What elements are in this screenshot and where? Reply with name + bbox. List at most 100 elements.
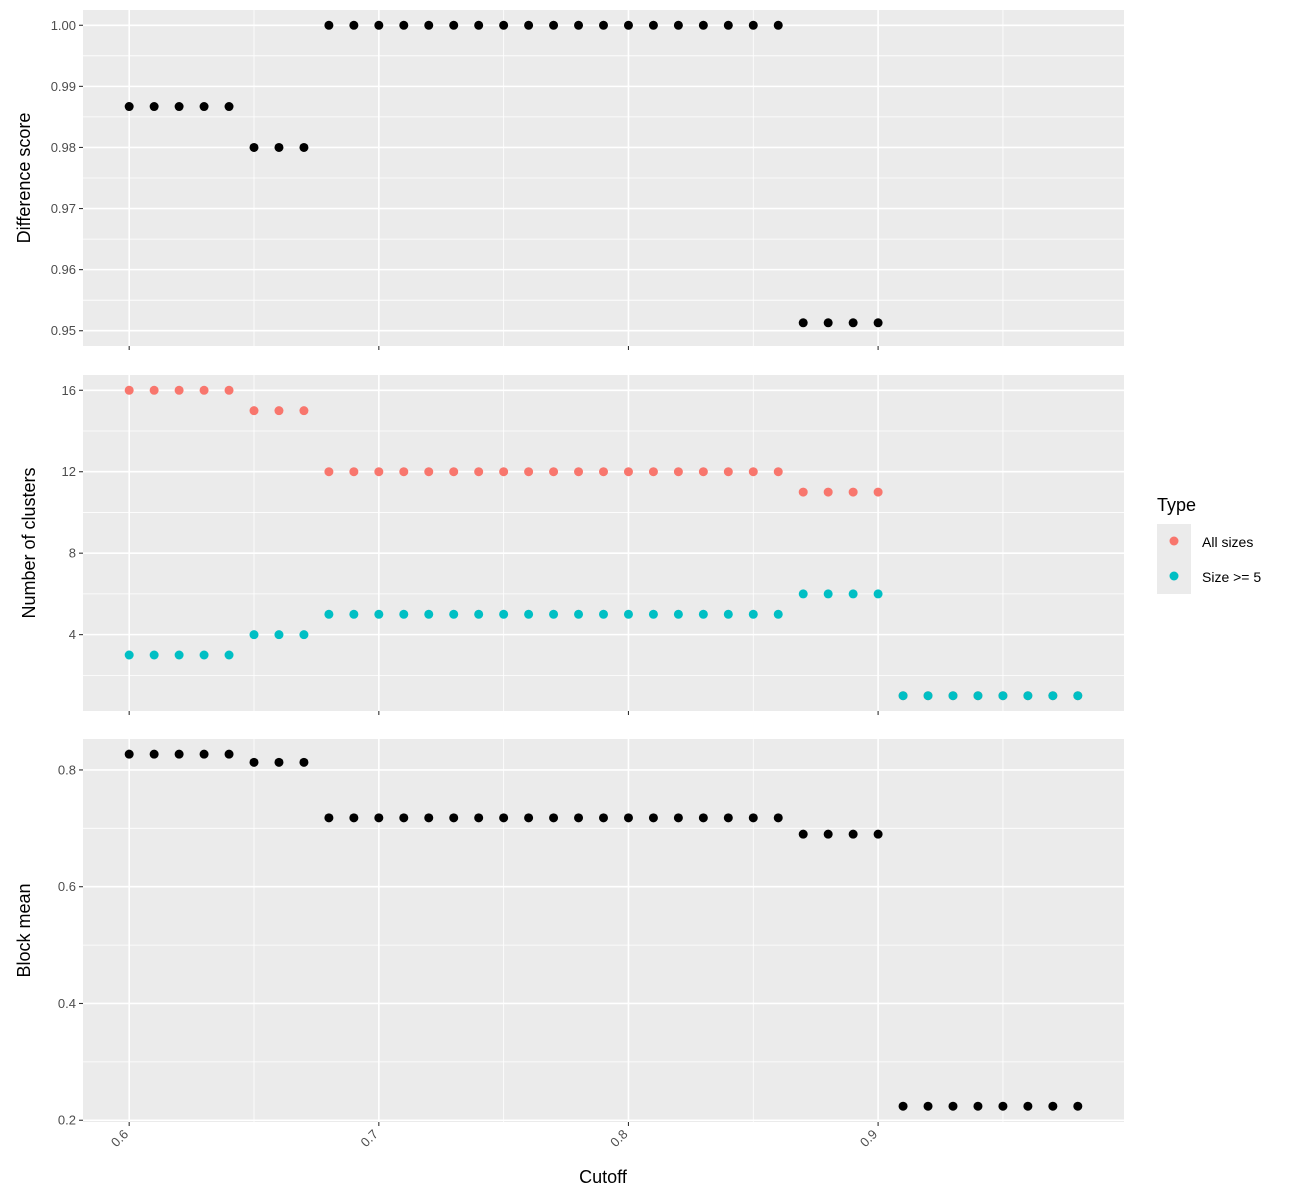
data-point [873, 589, 883, 599]
data-point [499, 467, 509, 477]
x-tick-label: 0.8 [607, 1127, 630, 1150]
legend-title: Type [1157, 495, 1196, 515]
data-point [723, 20, 733, 30]
data-point [149, 385, 159, 395]
data-point [199, 385, 209, 395]
series-number-of-clusters-0 [124, 385, 1083, 701]
data-point [773, 20, 783, 30]
data-point [1048, 691, 1058, 701]
data-point [274, 406, 284, 416]
y-tick-label: 0.2 [58, 1113, 76, 1128]
data-point [998, 691, 1008, 701]
data-point [149, 650, 159, 660]
data-point [524, 609, 534, 619]
data-point [524, 467, 534, 477]
data-point [698, 20, 708, 30]
x-tick-label: 0.9 [857, 1127, 880, 1150]
data-point [648, 609, 658, 619]
data-point [823, 829, 833, 839]
series-difference-score-0 [124, 20, 883, 328]
data-point [399, 20, 409, 30]
data-point [499, 813, 509, 823]
data-point [873, 487, 883, 497]
data-point [698, 609, 708, 619]
data-point [124, 749, 134, 759]
data-point [723, 467, 733, 477]
panel-background [83, 739, 1124, 1122]
data-point [1073, 691, 1083, 701]
data-point [399, 467, 409, 477]
data-point [748, 813, 758, 823]
data-point [199, 749, 209, 759]
data-point [174, 650, 184, 660]
data-point [773, 467, 783, 477]
data-point [199, 102, 209, 112]
data-point [224, 102, 234, 112]
data-point [449, 813, 459, 823]
data-point [673, 813, 683, 823]
data-point [474, 813, 484, 823]
data-point [823, 318, 833, 328]
data-point [174, 102, 184, 112]
data-point [124, 385, 134, 395]
y-tick-label: 0.6 [58, 879, 76, 894]
data-point [1073, 1101, 1083, 1111]
data-point [249, 142, 259, 152]
data-point [549, 20, 559, 30]
data-point [773, 813, 783, 823]
data-point [224, 385, 234, 395]
data-point [848, 589, 858, 599]
data-point [224, 650, 234, 660]
data-point [798, 589, 808, 599]
data-point [599, 609, 608, 619]
data-point [424, 467, 434, 477]
y-axis-title-block-mean: Block mean [14, 883, 34, 977]
series-block-mean-0 [124, 749, 1083, 1111]
data-point [623, 609, 633, 619]
data-point [424, 20, 434, 30]
data-point [274, 630, 284, 640]
panel-number-of-clusters: 4 8 12 16 Number of clusters [19, 375, 1124, 715]
data-point [124, 650, 134, 660]
data-point [549, 609, 559, 619]
data-point [299, 630, 309, 640]
data-point [948, 1101, 958, 1111]
legend-key-all-sizes [1169, 536, 1179, 546]
panel-block-mean: 0.2 0.4 0.6 0.8 0.6 0.7 0.8 0.9 Block mean [14, 739, 1124, 1150]
data-point [149, 102, 159, 112]
data-point [723, 813, 733, 823]
data-point [923, 691, 933, 701]
data-point [898, 1101, 908, 1111]
legend-label-size-ge-5: Size >= 5 [1202, 569, 1261, 585]
data-point [873, 318, 883, 328]
data-point [449, 609, 459, 619]
data-point [848, 487, 858, 497]
data-point [723, 609, 733, 619]
data-point [274, 142, 284, 152]
data-point [499, 609, 509, 619]
data-point [673, 609, 683, 619]
data-point [623, 20, 633, 30]
panel-difference-score: 0.95 0.96 0.97 0.98 0.99 1.00 Difference score [14, 10, 1124, 350]
data-point [798, 829, 808, 839]
data-point [399, 813, 409, 823]
legend-key-size-ge-5 [1169, 571, 1179, 581]
data-point [1048, 1101, 1058, 1111]
data-point [199, 650, 209, 660]
data-point [174, 385, 184, 395]
data-point [299, 142, 309, 152]
data-point [524, 813, 534, 823]
data-point [648, 467, 658, 477]
data-point [474, 467, 484, 477]
data-point [773, 609, 783, 619]
data-point [1023, 1101, 1033, 1111]
data-point [474, 20, 484, 30]
data-point [124, 102, 134, 112]
data-point [224, 749, 234, 759]
data-point [673, 20, 683, 30]
data-point [349, 467, 359, 477]
data-point [374, 20, 384, 30]
data-point [424, 609, 434, 619]
